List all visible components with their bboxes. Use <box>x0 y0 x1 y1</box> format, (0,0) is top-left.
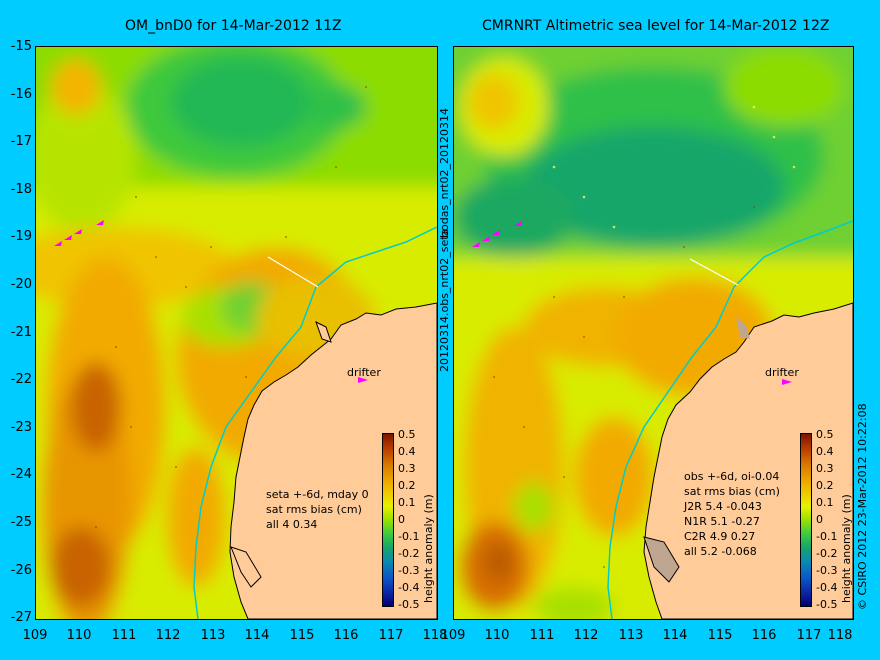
x-tick: 118 <box>422 628 448 643</box>
colorbar-tick: -0.1 <box>398 530 420 543</box>
y-tick: -21 <box>10 325 32 340</box>
x-tick: 113 <box>618 628 644 643</box>
credit-label: © CSIRO 2012 23-Mar-2012 10:22:08 <box>856 403 869 610</box>
colorbar-tick: 0.4 <box>816 445 834 458</box>
right-map-svg <box>454 47 853 619</box>
annotation-line: seta +-6d, mday 0 <box>266 488 369 501</box>
x-tick: 111 <box>111 628 137 643</box>
y-tick: -25 <box>10 515 32 530</box>
right-map: obs +-6d, oi-0.04 sat rms bias (cm) J2R … <box>453 46 854 620</box>
annotation-line: all 4 0.34 <box>266 518 318 531</box>
drifter-arrow-track <box>54 220 104 246</box>
colorbar-tick: 0.2 <box>816 479 834 492</box>
x-tick: 117 <box>378 628 404 643</box>
colorbar-tick: 0.4 <box>398 445 416 458</box>
colorbar-tick: -0.5 <box>398 598 420 611</box>
colorbar-tick: 0 <box>398 513 405 526</box>
right-colorbar <box>800 433 812 607</box>
drifter-label: drifter <box>347 366 381 379</box>
drifter-arrow <box>782 379 792 385</box>
left-annotation: seta +-6d, mday 0 sat rms bias (cm) all … <box>266 487 369 532</box>
colorbar-tick: -0.4 <box>816 581 838 594</box>
colorbar-tick: 0.2 <box>398 479 416 492</box>
y-tick: -22 <box>10 372 32 387</box>
colorbar-tick: 0.5 <box>816 428 834 441</box>
annotation-line: J2R 5.4 -0.043 <box>684 500 762 513</box>
y-tick: -24 <box>10 467 32 482</box>
satellite-track <box>193 226 437 619</box>
x-tick: 117 <box>796 628 822 643</box>
colorbar-tick: -0.5 <box>816 598 838 611</box>
right-annotation: obs +-6d, oi-0.04 sat rms bias (cm) J2R … <box>684 469 780 559</box>
x-tick: 111 <box>529 628 555 643</box>
x-tick: 114 <box>662 628 688 643</box>
right-colorbar-label: height anomaly (m) <box>840 494 853 603</box>
x-tick: 110 <box>484 628 510 643</box>
left-map: seta +-6d, mday 0 sat rms bias (cm) all … <box>35 46 438 620</box>
colorbar-tick: -0.2 <box>816 547 838 560</box>
satellite-track <box>607 220 853 619</box>
annotation-line: C2R 4.9 0.27 <box>684 530 756 543</box>
drifter-arrow-track <box>472 221 522 247</box>
right-side-label-top: bodas_nrt02_20120314 <box>438 108 451 238</box>
x-tick: 114 <box>244 628 270 643</box>
annotation-line: sat rms bias (cm) <box>684 485 780 498</box>
colorbar-tick: 0.1 <box>816 496 834 509</box>
y-tick: -18 <box>10 182 32 197</box>
annotation-line: obs +-6d, oi-0.04 <box>684 470 780 483</box>
right-panel-title: CMRNRT Altimetric sea level for 14-Mar-2… <box>482 18 830 34</box>
x-tick: 113 <box>200 628 226 643</box>
colorbar-tick: 0.5 <box>398 428 416 441</box>
y-tick: -27 <box>10 610 32 625</box>
y-tick: -16 <box>10 87 32 102</box>
annotation-line: sat rms bias (cm) <box>266 503 362 516</box>
x-tick: 109 <box>22 628 48 643</box>
y-tick: -15 <box>10 39 32 54</box>
x-tick: 110 <box>66 628 92 643</box>
annotation-line: all 5.2 -0.068 <box>684 545 757 558</box>
x-tick: 109 <box>440 628 466 643</box>
y-tick: -26 <box>10 563 32 578</box>
x-tick: 116 <box>333 628 359 643</box>
x-tick: 116 <box>751 628 777 643</box>
colorbar-tick: 0.3 <box>398 462 416 475</box>
colorbar-tick: -0.3 <box>398 564 420 577</box>
left-panel-title: OM_bnD0 for 14-Mar-2012 11Z <box>125 18 342 34</box>
left-colorbar <box>382 433 394 607</box>
y-tick: -23 <box>10 420 32 435</box>
x-tick: 112 <box>573 628 599 643</box>
colorbar-tick: 0.1 <box>398 496 416 509</box>
left-map-svg <box>36 47 437 619</box>
x-tick: 115 <box>289 628 315 643</box>
left-colorbar-label: height anomaly (m) <box>422 494 435 603</box>
x-tick: 112 <box>155 628 181 643</box>
x-tick: 118 <box>827 628 853 643</box>
colorbar-tick: 0 <box>816 513 823 526</box>
colorbar-tick: -0.1 <box>816 530 838 543</box>
left-side-label: 20120314.obs_nrt02_seta <box>438 228 451 372</box>
drifter-label: drifter <box>765 366 799 379</box>
y-tick: -19 <box>10 229 32 244</box>
colorbar-tick: -0.2 <box>398 547 420 560</box>
y-tick: -20 <box>10 277 32 292</box>
drifter-arrow <box>358 377 368 383</box>
colorbar-tick: 0.3 <box>816 462 834 475</box>
annotation-line: N1R 5.1 -0.27 <box>684 515 760 528</box>
colorbar-tick: -0.3 <box>816 564 838 577</box>
y-tick: -17 <box>10 134 32 149</box>
colorbar-tick: -0.4 <box>398 581 420 594</box>
x-tick: 115 <box>707 628 733 643</box>
